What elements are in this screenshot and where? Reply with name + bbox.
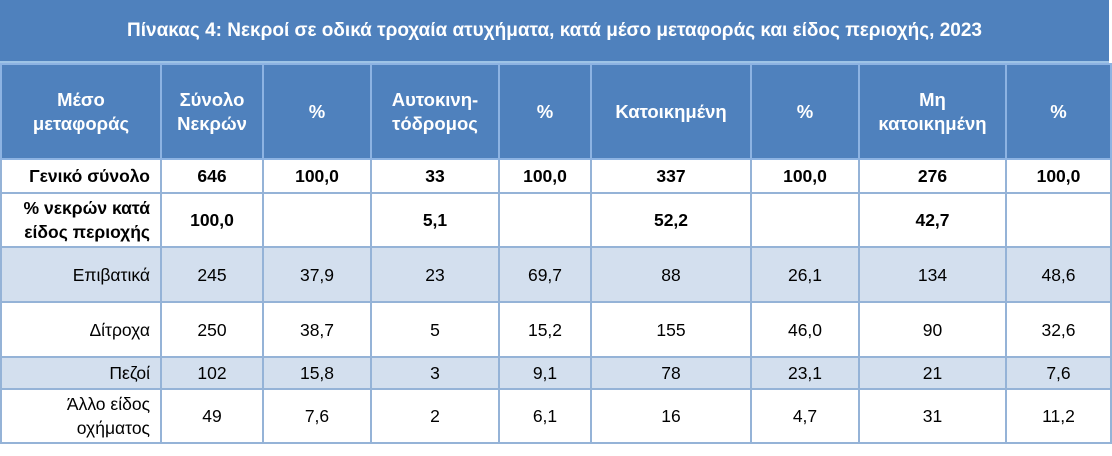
table-row-two-wheelers: Δίτροχα 250 38,7 5 15,2 155 46,0 90 32,6 [0, 301, 1112, 358]
cell: 11,2 [1005, 388, 1112, 444]
table-row-grand-total: Γενικό σύνολο 646 100,0 33 100,0 337 100… [0, 158, 1112, 194]
fatalities-table: Μέσο μεταφοράς Σύνολο Νεκρών % Αυτοκινη-τό… [0, 63, 1112, 444]
cell: 32,6 [1005, 301, 1112, 358]
column-header-total-pct: % [262, 63, 372, 160]
cell: 38,7 [262, 301, 372, 358]
table-row-pedestrians: Πεζοί 102 15,8 3 9,1 78 23,1 21 7,6 [0, 356, 1112, 390]
cell: 7,6 [1005, 356, 1112, 390]
cell: 42,7 [858, 192, 1007, 248]
cell: 88 [590, 246, 752, 303]
table-title: Πίνακας 4: Νεκροί σε οδικά τροχαία ατυχή… [0, 0, 1109, 64]
cell [262, 192, 372, 248]
row-label: % νεκρών κατά είδος περιοχής [0, 192, 162, 248]
cell: 78 [590, 356, 752, 390]
cell: 9,1 [498, 356, 592, 390]
cell: 100,0 [160, 192, 264, 248]
cell: 33 [370, 158, 500, 194]
cell: 3 [370, 356, 500, 390]
row-label: Γενικό σύνολο [0, 158, 162, 194]
cell: 90 [858, 301, 1007, 358]
cell: 48,6 [1005, 246, 1112, 303]
cell: 52,2 [590, 192, 752, 248]
column-header-urban-pct: % [750, 63, 860, 160]
cell [498, 192, 592, 248]
row-label: Επιβατικά [0, 246, 162, 303]
cell: 100,0 [262, 158, 372, 194]
column-header-motorway: Αυτοκινη-τόδρομος [370, 63, 500, 160]
cell: 23 [370, 246, 500, 303]
cell: 100,0 [750, 158, 860, 194]
cell: 46,0 [750, 301, 860, 358]
cell: 155 [590, 301, 752, 358]
column-header-transport-mode: Μέσο μεταφοράς [0, 63, 162, 160]
cell: 6,1 [498, 388, 592, 444]
cell [1005, 192, 1112, 248]
cell [750, 192, 860, 248]
cell: 37,9 [262, 246, 372, 303]
cell: 16 [590, 388, 752, 444]
cell: 4,7 [750, 388, 860, 444]
cell: 2 [370, 388, 500, 444]
cell: 26,1 [750, 246, 860, 303]
column-header-rural: Μη κατοικημένη [858, 63, 1007, 160]
cell: 337 [590, 158, 752, 194]
cell: 23,1 [750, 356, 860, 390]
header-row: Μέσο μεταφοράς Σύνολο Νεκρών % Αυτοκινη-τό… [0, 63, 1112, 160]
cell: 245 [160, 246, 264, 303]
row-label: Πεζοί [0, 356, 162, 390]
column-header-rural-pct: % [1005, 63, 1112, 160]
column-header-motorway-pct: % [498, 63, 592, 160]
cell: 100,0 [1005, 158, 1112, 194]
cell: 250 [160, 301, 264, 358]
column-header-total-deaths: Σύνολο Νεκρών [160, 63, 264, 160]
cell: 7,6 [262, 388, 372, 444]
table-row-area-pct: % νεκρών κατά είδος περιοχής 100,0 5,1 52… [0, 192, 1112, 248]
cell: 21 [858, 356, 1007, 390]
column-header-urban: Κατοικημένη [590, 63, 752, 160]
cell: 646 [160, 158, 264, 194]
cell: 100,0 [498, 158, 592, 194]
cell: 276 [858, 158, 1007, 194]
cell: 49 [160, 388, 264, 444]
cell: 15,8 [262, 356, 372, 390]
row-label: Άλλο είδος οχήματος [0, 388, 162, 444]
cell: 5 [370, 301, 500, 358]
cell: 31 [858, 388, 1007, 444]
cell: 15,2 [498, 301, 592, 358]
cell: 134 [858, 246, 1007, 303]
cell: 5,1 [370, 192, 500, 248]
cell: 102 [160, 356, 264, 390]
row-label: Δίτροχα [0, 301, 162, 358]
table-row-other-vehicles: Άλλο είδος οχήματος 49 7,6 2 6,1 16 4,7 3… [0, 388, 1112, 444]
cell: 69,7 [498, 246, 592, 303]
table-row-passenger-cars: Επιβατικά 245 37,9 23 69,7 88 26,1 134 4… [0, 246, 1112, 303]
